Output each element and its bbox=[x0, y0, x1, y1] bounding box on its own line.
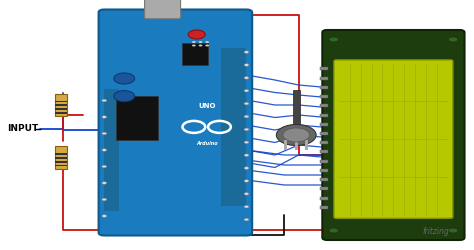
Circle shape bbox=[114, 90, 135, 102]
Bar bbox=[55, 94, 67, 116]
Bar bbox=[320, 86, 328, 89]
Circle shape bbox=[283, 128, 310, 142]
Bar bbox=[320, 160, 328, 163]
Circle shape bbox=[244, 90, 249, 92]
Circle shape bbox=[102, 198, 107, 201]
Bar bbox=[221, 48, 246, 206]
Circle shape bbox=[244, 141, 249, 144]
Circle shape bbox=[244, 76, 249, 79]
Bar bbox=[295, 140, 298, 150]
Bar bbox=[55, 108, 67, 110]
Text: INPUT: INPUT bbox=[7, 124, 38, 133]
Circle shape bbox=[102, 132, 107, 135]
Circle shape bbox=[102, 165, 107, 168]
Circle shape bbox=[244, 51, 249, 53]
Bar bbox=[320, 141, 328, 144]
Bar bbox=[182, 43, 208, 65]
Text: Arduino: Arduino bbox=[196, 141, 218, 146]
Bar bbox=[320, 178, 328, 181]
Bar bbox=[320, 132, 328, 135]
Bar bbox=[116, 96, 158, 140]
Circle shape bbox=[244, 218, 249, 221]
Circle shape bbox=[199, 44, 202, 46]
Circle shape bbox=[192, 44, 196, 46]
Bar bbox=[320, 114, 328, 116]
Bar bbox=[320, 95, 328, 98]
Bar bbox=[320, 187, 328, 190]
Text: fritzing: fritzing bbox=[423, 227, 449, 236]
Bar bbox=[55, 112, 67, 114]
Bar bbox=[55, 101, 67, 102]
Circle shape bbox=[329, 37, 338, 42]
Circle shape bbox=[244, 128, 249, 131]
Circle shape bbox=[329, 228, 338, 233]
Circle shape bbox=[244, 206, 249, 208]
Text: UNO: UNO bbox=[198, 103, 215, 109]
Bar bbox=[284, 140, 287, 150]
Circle shape bbox=[102, 99, 107, 102]
Bar bbox=[320, 123, 328, 126]
FancyBboxPatch shape bbox=[334, 60, 453, 218]
Bar bbox=[55, 157, 67, 159]
FancyBboxPatch shape bbox=[145, 0, 181, 19]
Bar bbox=[305, 140, 308, 150]
Circle shape bbox=[102, 182, 107, 184]
Bar bbox=[293, 90, 300, 125]
Circle shape bbox=[244, 64, 249, 66]
FancyBboxPatch shape bbox=[322, 30, 465, 240]
Circle shape bbox=[199, 41, 202, 43]
Circle shape bbox=[244, 180, 249, 182]
Bar bbox=[55, 161, 67, 162]
FancyBboxPatch shape bbox=[99, 10, 252, 235]
Circle shape bbox=[188, 30, 205, 39]
Bar bbox=[320, 104, 328, 107]
Bar bbox=[320, 77, 328, 80]
Circle shape bbox=[244, 115, 249, 118]
Bar bbox=[320, 196, 328, 200]
Circle shape bbox=[192, 41, 196, 43]
Bar bbox=[320, 206, 328, 209]
Circle shape bbox=[448, 228, 458, 233]
Circle shape bbox=[276, 124, 316, 146]
Circle shape bbox=[448, 37, 458, 42]
Bar bbox=[104, 90, 118, 210]
Bar bbox=[320, 68, 328, 70]
Circle shape bbox=[102, 149, 107, 151]
Circle shape bbox=[205, 41, 209, 43]
Circle shape bbox=[244, 167, 249, 169]
Circle shape bbox=[244, 154, 249, 156]
Bar bbox=[55, 146, 67, 169]
Circle shape bbox=[244, 192, 249, 195]
Bar bbox=[320, 150, 328, 154]
Circle shape bbox=[244, 102, 249, 105]
Circle shape bbox=[114, 73, 135, 84]
Bar bbox=[55, 153, 67, 155]
Circle shape bbox=[205, 44, 209, 46]
Circle shape bbox=[102, 116, 107, 118]
Bar bbox=[55, 104, 67, 106]
Bar bbox=[55, 164, 67, 166]
Bar bbox=[320, 169, 328, 172]
Circle shape bbox=[102, 215, 107, 217]
